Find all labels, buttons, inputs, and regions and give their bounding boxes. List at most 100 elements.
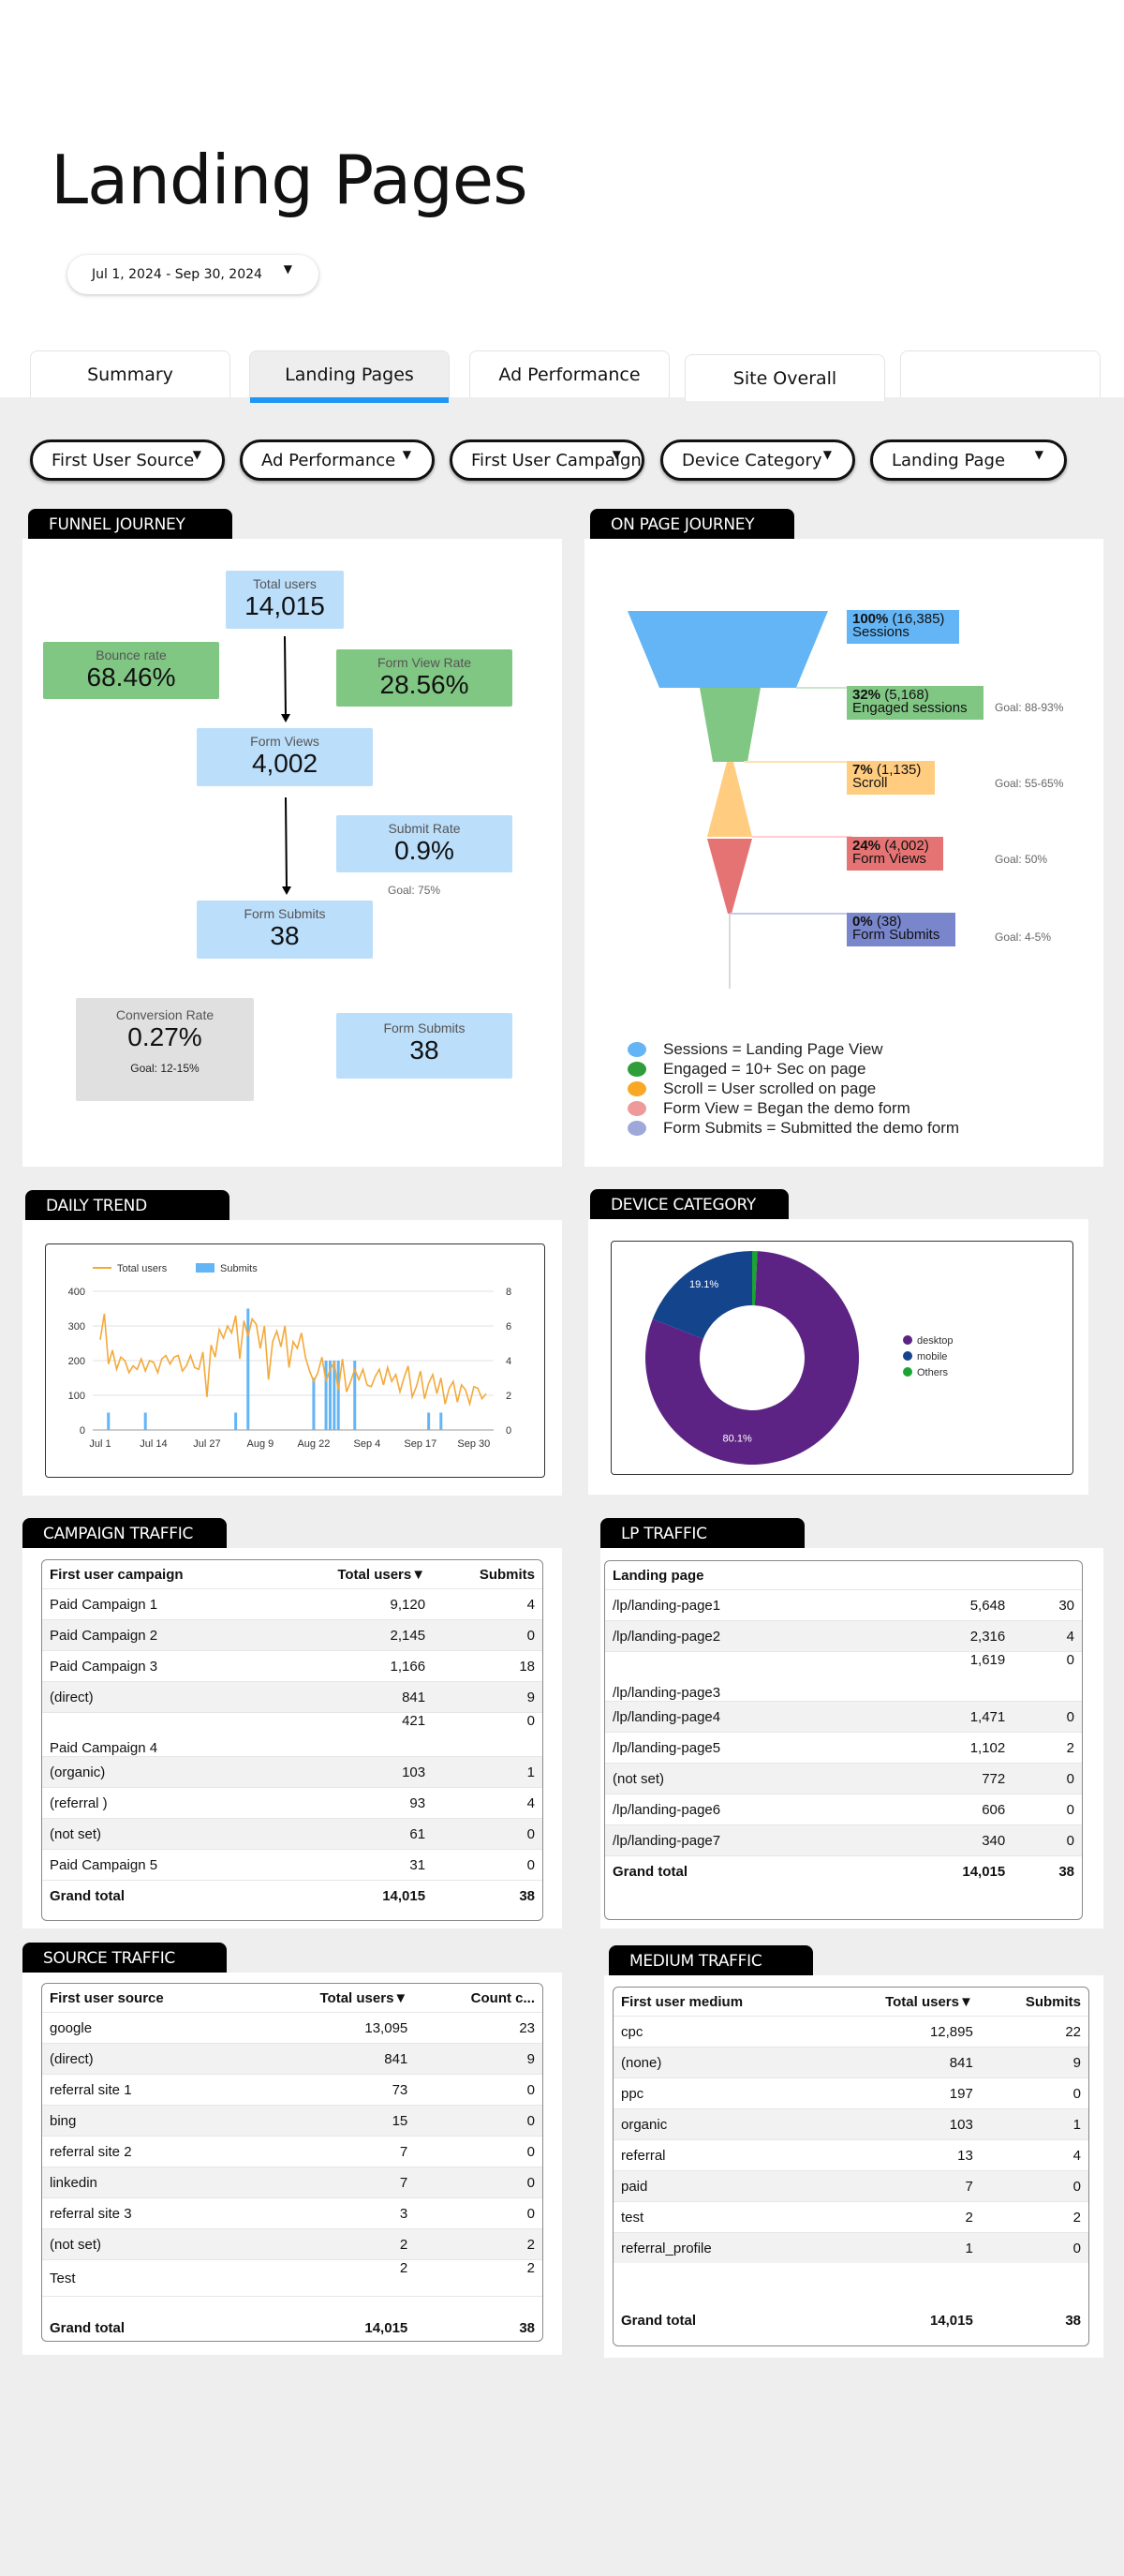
caret-down-icon: ▼ bbox=[192, 448, 201, 461]
table-cell: 103 bbox=[273, 1756, 434, 1788]
table-cell: 103 bbox=[822, 2108, 981, 2140]
table-row: referral_profile 1 0 bbox=[614, 2232, 1088, 2263]
filter-first-user-source[interactable]: First User Source ▼ bbox=[30, 439, 225, 481]
table-cell: 0 bbox=[1013, 1824, 1082, 1856]
table-cell: 14,015 bbox=[249, 2296, 416, 2341]
table-cell: 38 bbox=[415, 2296, 542, 2341]
column-header[interactable]: Total users▼ bbox=[337, 1566, 426, 1583]
table-cell: referral bbox=[614, 2139, 823, 2171]
table-cell[interactable]: /lp/landing-page1 bbox=[605, 1589, 882, 1621]
table-cell: 9 bbox=[415, 2043, 542, 2075]
slice-label: 19.1% bbox=[689, 1279, 718, 1290]
table-row: test 2 2 bbox=[614, 2201, 1088, 2233]
filter-ad-performance[interactable]: Ad Performance ▼ bbox=[240, 439, 435, 481]
x-tick-label: Jul 14 bbox=[140, 1438, 167, 1450]
y-tick-label-left: 300 bbox=[68, 1321, 85, 1333]
table-cell: Paid Campaign 2 bbox=[42, 1619, 274, 1651]
medium-traffic-card: First user medium Total users▼ Submits c… bbox=[604, 1975, 1103, 2358]
metric-label: Form Views bbox=[250, 734, 319, 749]
filter-device-category[interactable]: Device Category ▼ bbox=[660, 439, 855, 481]
submits-bar bbox=[336, 1361, 340, 1430]
column-header[interactable] bbox=[1013, 1561, 1082, 1590]
table-cell: 841 bbox=[822, 2047, 981, 2078]
column-header[interactable] bbox=[882, 1561, 1013, 1590]
on-page-journey-card: 100% (16,385) Sessions 32% (5,168) Engaged… bbox=[584, 539, 1103, 1167]
table-cell: 1 bbox=[822, 2232, 981, 2263]
table-cell[interactable]: /lp/landing-page3 bbox=[605, 1651, 882, 1702]
column-header[interactable]: Submits bbox=[479, 1566, 535, 1583]
table-cell: 1,166 bbox=[273, 1650, 434, 1682]
legend-item: Form Submits = Submitted the demo form bbox=[628, 1118, 959, 1138]
section-title-source-traffic: SOURCE TRAFFIC bbox=[22, 1943, 227, 1974]
stage-pct: 7% bbox=[852, 762, 873, 778]
daily-trend-frame: Total users Submits 0 100 200 300 400 0 2 4 6 8 Jul … bbox=[45, 1243, 545, 1478]
table-cell[interactable]: /lp/landing-page7 bbox=[605, 1824, 882, 1856]
column-header[interactable]: Total users▼ bbox=[885, 1993, 973, 2010]
legend-dot bbox=[628, 1080, 646, 1096]
table-row: Paid Campaign 2 2,145 0 bbox=[42, 1619, 542, 1651]
table-cell: 31 bbox=[273, 1849, 434, 1881]
tab-landing-pages[interactable]: Landing Pages bbox=[249, 350, 450, 403]
grand-total-row: Grand total 14,015 38 bbox=[605, 1855, 1082, 1886]
table-cell: 2,316 bbox=[881, 1620, 1013, 1652]
column-header[interactable]: Total users▼ bbox=[319, 1989, 408, 2006]
metric-value: 38 bbox=[270, 921, 300, 950]
tab-empty[interactable] bbox=[900, 350, 1101, 397]
tab-site-overall[interactable]: Site Overall bbox=[685, 354, 885, 401]
table-cell: 2 bbox=[980, 2201, 1088, 2233]
table-cell[interactable]: /lp/landing-page4 bbox=[605, 1701, 882, 1733]
stage-label-form-views: 24% (4,002) Form Views bbox=[847, 837, 943, 871]
column-header[interactable]: Landing page bbox=[613, 1567, 704, 1584]
table-cell: 0 bbox=[433, 1849, 542, 1881]
table-cell: Paid Campaign 3 bbox=[42, 1650, 274, 1682]
submits-bar bbox=[143, 1412, 147, 1430]
table-cell: referral site 2 bbox=[42, 2136, 250, 2167]
table-cell: bing bbox=[42, 2105, 250, 2137]
column-header[interactable]: Submits bbox=[1025, 1993, 1081, 2010]
caret-down-icon: ▼ bbox=[1034, 448, 1043, 461]
tab-ad-performance[interactable]: Ad Performance bbox=[469, 350, 670, 397]
filter-landing-page[interactable]: Landing Page ▼ bbox=[870, 439, 1067, 481]
table-cell[interactable]: /lp/landing-page5 bbox=[605, 1732, 882, 1764]
table-cell: 9,120 bbox=[273, 1588, 434, 1620]
date-range-picker[interactable]: Jul 1, 2024 - Sep 30, 2024 ▼ bbox=[67, 255, 318, 294]
table-cell: 2 bbox=[249, 2259, 416, 2297]
table-row: (direct) 841 9 bbox=[42, 2043, 542, 2075]
column-header[interactable]: First user campaign bbox=[50, 1566, 184, 1583]
table-cell: 0 bbox=[433, 1712, 542, 1757]
funnel-journey-card: Total users 14,015 Bounce rate 68.46% Fo… bbox=[22, 539, 562, 1167]
table-cell: 23 bbox=[415, 2012, 542, 2044]
table-row: /lp/landing-page2 2,316 4 bbox=[605, 1620, 1082, 1652]
device-donut-chart: 80.1% 19.1% desktop mobile Others bbox=[645, 1251, 954, 1465]
filter-first-user-campaign[interactable]: First User Campaign ▼ bbox=[450, 439, 644, 481]
column-header[interactable]: Count c... bbox=[470, 1989, 535, 2006]
tab-summary[interactable]: Summary bbox=[30, 350, 230, 397]
form-views-box: Form Views 4,002 bbox=[197, 728, 373, 786]
table-cell: (direct) bbox=[42, 2043, 250, 2075]
device-category-frame: 80.1% 19.1% desktop mobile Others bbox=[611, 1241, 1073, 1475]
table-cell: 1,619 bbox=[881, 1651, 1013, 1702]
table-cell: 4 bbox=[433, 1787, 542, 1819]
tab-label: Landing Pages bbox=[285, 364, 414, 385]
table-cell[interactable]: /lp/landing-page2 bbox=[605, 1620, 882, 1652]
metric-value: 0.9% bbox=[394, 836, 454, 865]
conversion-goal: Goal: 12-15% bbox=[130, 1062, 200, 1075]
table-cell: (organic) bbox=[42, 1756, 274, 1788]
column-header[interactable]: First user medium bbox=[621, 1993, 744, 2010]
legend-dot bbox=[628, 1041, 646, 1057]
stage-count: (4,002) bbox=[884, 838, 929, 854]
table-cell[interactable]: (not set) bbox=[605, 1763, 882, 1794]
submits-bar bbox=[333, 1361, 336, 1430]
table-cell: Paid Campaign 4 bbox=[42, 1712, 274, 1757]
table-cell: 61 bbox=[273, 1818, 434, 1850]
y-tick-label-left: 200 bbox=[68, 1356, 85, 1367]
tab-label: Ad Performance bbox=[498, 364, 641, 385]
active-tab-indicator bbox=[250, 397, 449, 403]
table-cell[interactable]: /lp/landing-page6 bbox=[605, 1794, 882, 1825]
table-cell: 0 bbox=[1013, 1651, 1082, 1702]
column-header[interactable]: First user source bbox=[50, 1989, 164, 2006]
metric-label: Submit Rate bbox=[388, 821, 461, 836]
table-cell: (referral ) bbox=[42, 1787, 274, 1819]
conversion-rate-box: Conversion Rate 0.27% Goal: 12-15% bbox=[76, 998, 254, 1101]
on-page-funnel-chart bbox=[628, 611, 852, 989]
